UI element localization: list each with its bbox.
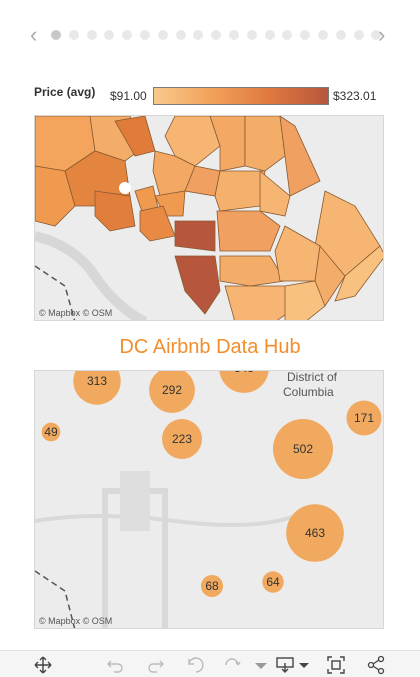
slide-dot[interactable]: [122, 30, 133, 40]
slide-dot[interactable]: [157, 30, 168, 40]
boundary-line: [35, 570, 76, 628]
bubble-49[interactable]: [41, 422, 61, 442]
legend-color-ramp: [153, 87, 329, 105]
place-label-1: District of: [287, 371, 338, 384]
slide-dot[interactable]: [193, 30, 204, 40]
bubble-label: 223: [172, 432, 192, 446]
download-icon[interactable]: [275, 655, 295, 675]
bubble-502[interactable]: [273, 419, 333, 479]
slide-dot[interactable]: [175, 30, 186, 40]
fullscreen-icon[interactable]: [326, 655, 346, 675]
slide-dot[interactable]: [211, 30, 222, 40]
bubble-label: 313: [87, 374, 107, 388]
slide-dot[interactable]: [371, 30, 382, 40]
download-dropdown-icon[interactable]: [294, 655, 314, 675]
bubble-label: 49: [44, 425, 58, 439]
bubble-68[interactable]: [200, 574, 224, 598]
road-shape-2: [35, 514, 296, 527]
bubble-label: 64: [266, 575, 280, 589]
legend-title: Price (avg): [34, 85, 96, 99]
region-s[interactable]: [259, 170, 291, 217]
slide-dot[interactable]: [335, 30, 346, 40]
slide-dot[interactable]: [318, 30, 328, 40]
next-slide-arrow-icon[interactable]: ›: [378, 22, 386, 47]
map2-attribution: © Mapbox © OSM: [39, 616, 113, 626]
bubble-223[interactable]: [162, 419, 202, 459]
toolbar: [0, 650, 420, 677]
region-r[interactable]: [279, 116, 321, 197]
page-title: DC Airbnb Data Hub: [119, 336, 301, 358]
legend-max-label: $323.01: [333, 89, 377, 103]
choropleth-map[interactable]: © Mapbox © OSM: [34, 115, 384, 321]
bubble-label: 292: [162, 383, 182, 397]
bubble-345[interactable]: [219, 371, 269, 393]
region-p[interactable]: [244, 116, 286, 172]
map1-attribution: © Mapbox © OSM: [39, 308, 113, 318]
bubble-svg: District of Columbia 313 292 345 49 223 171 50…: [35, 371, 382, 628]
region-aa[interactable]: [334, 245, 384, 302]
region-d[interactable]: [35, 165, 76, 227]
undo-icon[interactable]: [105, 655, 125, 675]
bubble-313[interactable]: [73, 371, 121, 405]
map-hole-marker: [119, 182, 131, 194]
slide-dot[interactable]: [51, 30, 61, 40]
boundary-line: [35, 265, 76, 320]
bubble-label: 463: [305, 526, 325, 540]
region-i[interactable]: [209, 116, 246, 172]
slide-dot[interactable]: [264, 30, 275, 40]
region-w[interactable]: [274, 225, 321, 282]
slide-dot[interactable]: [68, 30, 79, 40]
story-navigator: ‹ ›: [0, 24, 420, 46]
bubble-label: 171: [354, 411, 374, 425]
neighborhood-polygons: [35, 116, 384, 321]
bubble-64[interactable]: [262, 571, 284, 593]
revert-icon[interactable]: [186, 655, 206, 675]
legend-min-label: $91.00: [110, 89, 147, 103]
region-o[interactable]: [174, 255, 221, 315]
slide-dot[interactable]: [353, 30, 364, 40]
bubbles-group: 313 292 345 49 223 171 502 463 68 64: [41, 371, 382, 598]
region-m[interactable]: [139, 205, 176, 242]
landmark-shape: [120, 471, 150, 531]
bubble-label: 345: [234, 371, 254, 375]
slide-dot[interactable]: [104, 30, 115, 40]
refresh-icon[interactable]: [222, 655, 242, 675]
river-shape: [35, 231, 148, 320]
slide-dot[interactable]: [229, 30, 239, 40]
bubble-label: 68: [205, 579, 219, 593]
slide-dot[interactable]: [300, 30, 311, 40]
share-icon[interactable]: [366, 655, 386, 675]
place-label-2: Columbia: [283, 385, 334, 399]
region-t[interactable]: [216, 210, 281, 252]
bubble-171[interactable]: [346, 400, 382, 436]
region-z[interactable]: [284, 280, 326, 321]
region-n[interactable]: [174, 220, 216, 252]
bubble-label: 502: [293, 442, 313, 456]
slide-dot[interactable]: [246, 30, 257, 40]
slide-dot[interactable]: [282, 30, 293, 40]
move-icon[interactable]: [33, 655, 53, 675]
dropdown-arrow-icon[interactable]: [251, 655, 271, 675]
region-q[interactable]: [214, 170, 266, 212]
choropleth-svg: [35, 116, 384, 321]
region-u[interactable]: [219, 255, 286, 287]
slide-dot[interactable]: [140, 30, 150, 40]
bubble-463[interactable]: [286, 504, 344, 562]
slide-dot[interactable]: [86, 30, 97, 40]
region-f[interactable]: [94, 190, 136, 232]
redo-icon[interactable]: [146, 655, 166, 675]
bubble-map[interactable]: District of Columbia 313 292 345 49 223 171 50…: [34, 370, 384, 629]
prev-slide-arrow-icon[interactable]: ‹: [30, 22, 38, 47]
bubble-292[interactable]: [149, 371, 195, 413]
